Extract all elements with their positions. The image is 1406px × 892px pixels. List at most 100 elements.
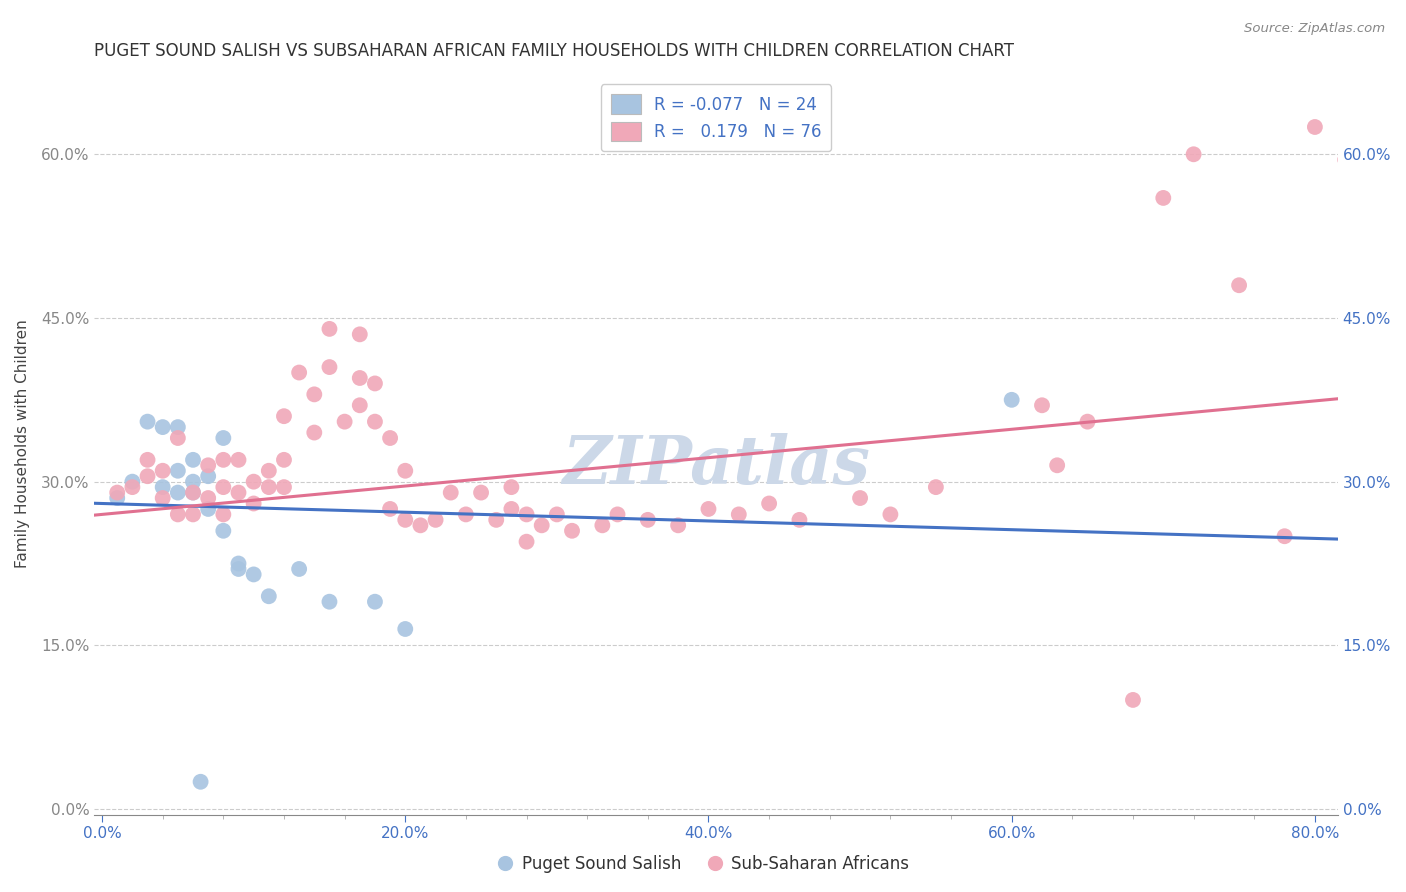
- Point: [1122, 693, 1144, 707]
- Point: [288, 562, 311, 576]
- Point: [166, 485, 188, 500]
- Point: [228, 562, 250, 576]
- Point: [364, 415, 387, 429]
- Point: [257, 464, 280, 478]
- Point: [516, 508, 538, 522]
- Point: [1046, 458, 1069, 473]
- Legend: Puget Sound Salish, Sub-Saharan Africans: Puget Sound Salish, Sub-Saharan Africans: [491, 848, 915, 880]
- Point: [212, 508, 235, 522]
- Point: [136, 469, 159, 483]
- Point: [121, 475, 143, 489]
- Text: PUGET SOUND SALISH VS SUBSAHARAN AFRICAN FAMILY HOUSEHOLDS WITH CHILDREN CORRELA: PUGET SOUND SALISH VS SUBSAHARAN AFRICAN…: [94, 42, 1015, 60]
- Point: [501, 480, 523, 494]
- Point: [454, 508, 477, 522]
- Point: [364, 376, 387, 391]
- Point: [152, 464, 174, 478]
- Point: [212, 431, 235, 445]
- Point: [333, 415, 356, 429]
- Text: ZIPatlas: ZIPatlas: [562, 434, 870, 499]
- Point: [197, 469, 219, 483]
- Point: [349, 398, 371, 412]
- Point: [257, 589, 280, 603]
- Point: [666, 518, 689, 533]
- Point: [409, 518, 432, 533]
- Text: Source: ZipAtlas.com: Source: ZipAtlas.com: [1244, 22, 1385, 36]
- Point: [485, 513, 508, 527]
- Point: [1182, 147, 1205, 161]
- Point: [152, 491, 174, 505]
- Point: [394, 464, 416, 478]
- Legend: R = -0.077   N = 24, R =   0.179   N = 76: R = -0.077 N = 24, R = 0.179 N = 76: [600, 85, 831, 152]
- Point: [440, 485, 463, 500]
- Point: [166, 420, 188, 434]
- Point: [242, 496, 264, 510]
- Point: [1379, 322, 1402, 336]
- Point: [105, 485, 128, 500]
- Point: [242, 567, 264, 582]
- Point: [758, 496, 780, 510]
- Point: [181, 453, 204, 467]
- Point: [228, 485, 250, 500]
- Point: [637, 513, 659, 527]
- Point: [121, 480, 143, 494]
- Point: [1152, 191, 1174, 205]
- Point: [697, 502, 720, 516]
- Point: [318, 322, 340, 336]
- Point: [378, 502, 401, 516]
- Point: [470, 485, 492, 500]
- Point: [152, 480, 174, 494]
- Point: [166, 431, 188, 445]
- Point: [425, 513, 447, 527]
- Point: [1303, 120, 1326, 134]
- Point: [166, 508, 188, 522]
- Point: [378, 431, 401, 445]
- Y-axis label: Family Households with Children: Family Households with Children: [15, 319, 30, 568]
- Point: [212, 453, 235, 467]
- Point: [879, 508, 901, 522]
- Point: [190, 774, 212, 789]
- Point: [273, 480, 295, 494]
- Point: [242, 475, 264, 489]
- Point: [1350, 114, 1372, 128]
- Point: [349, 327, 371, 342]
- Point: [181, 475, 204, 489]
- Point: [849, 491, 872, 505]
- Point: [364, 595, 387, 609]
- Point: [606, 508, 628, 522]
- Point: [105, 491, 128, 505]
- Point: [197, 458, 219, 473]
- Point: [304, 425, 326, 440]
- Point: [501, 502, 523, 516]
- Point: [591, 518, 613, 533]
- Point: [197, 502, 219, 516]
- Point: [516, 534, 538, 549]
- Point: [530, 518, 553, 533]
- Point: [561, 524, 583, 538]
- Point: [1274, 529, 1296, 543]
- Point: [349, 371, 371, 385]
- Point: [136, 415, 159, 429]
- Point: [257, 480, 280, 494]
- Point: [925, 480, 948, 494]
- Point: [166, 464, 188, 478]
- Point: [273, 453, 295, 467]
- Point: [288, 366, 311, 380]
- Point: [1001, 392, 1024, 407]
- Point: [318, 360, 340, 375]
- Point: [318, 595, 340, 609]
- Point: [212, 524, 235, 538]
- Point: [394, 622, 416, 636]
- Point: [181, 485, 204, 500]
- Point: [181, 485, 204, 500]
- Point: [1076, 415, 1098, 429]
- Point: [1031, 398, 1053, 412]
- Point: [1334, 153, 1357, 167]
- Point: [197, 491, 219, 505]
- Point: [1364, 212, 1386, 227]
- Point: [394, 513, 416, 527]
- Point: [181, 508, 204, 522]
- Point: [273, 409, 295, 424]
- Point: [304, 387, 326, 401]
- Point: [152, 420, 174, 434]
- Point: [546, 508, 568, 522]
